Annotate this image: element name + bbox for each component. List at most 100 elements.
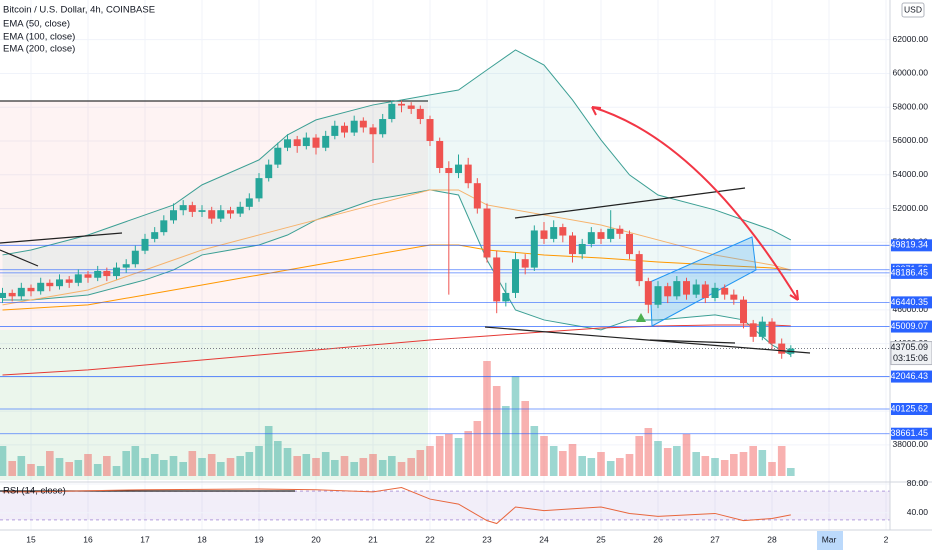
volume-bar bbox=[492, 386, 501, 476]
x-tick-label: 18 bbox=[197, 534, 207, 544]
candle-body bbox=[768, 321, 776, 344]
candle-body bbox=[302, 137, 310, 147]
arrow-head bbox=[591, 106, 799, 301]
volume-bar bbox=[407, 458, 415, 476]
candle-body bbox=[559, 227, 567, 236]
marker bbox=[636, 313, 646, 322]
price-label-box bbox=[891, 370, 932, 383]
x-tick-label: 21 bbox=[368, 534, 378, 544]
volume-bar bbox=[321, 452, 330, 476]
candle-body bbox=[284, 139, 292, 148]
volume-bar bbox=[739, 452, 748, 476]
candle-body bbox=[46, 282, 54, 287]
volume-bar bbox=[454, 438, 463, 476]
candle-body bbox=[616, 228, 624, 234]
volume-bar bbox=[378, 460, 387, 476]
y-tick-label: 60000.00 bbox=[893, 68, 929, 78]
candle-body bbox=[721, 287, 729, 295]
volume bbox=[0, 361, 795, 476]
axes: 38000.0040000.0042000.0044000.0046000.00… bbox=[26, 34, 932, 544]
candle-body bbox=[512, 259, 520, 293]
volume-bar bbox=[549, 446, 558, 476]
x-tick-label: Mar bbox=[822, 534, 837, 544]
volume-bar bbox=[625, 454, 634, 476]
volume-bar bbox=[435, 436, 444, 476]
candle-body bbox=[8, 292, 16, 297]
price-label: 49819.34 bbox=[890, 240, 928, 250]
rsi-tick-label: 80.00 bbox=[907, 478, 929, 488]
volume-bar bbox=[236, 456, 244, 476]
candle-body bbox=[587, 232, 595, 244]
candle-body bbox=[455, 164, 463, 174]
volume-bar bbox=[711, 458, 719, 476]
y-tick-label: 58000.00 bbox=[893, 101, 929, 111]
x-tick-label: 27 bbox=[710, 534, 720, 544]
candle-body bbox=[245, 198, 253, 207]
price-label-box bbox=[891, 427, 932, 440]
volume-bar bbox=[530, 426, 539, 476]
volume-bar bbox=[606, 461, 615, 476]
x-tick-label: 20 bbox=[311, 534, 321, 544]
volume-bar bbox=[65, 462, 73, 476]
candle-body bbox=[550, 227, 558, 239]
volume-bar bbox=[112, 466, 121, 476]
candle-body bbox=[626, 233, 634, 255]
candle-body bbox=[369, 127, 377, 135]
candle-body bbox=[236, 206, 244, 214]
legend-entry: EMA (100, close) bbox=[3, 32, 75, 43]
volume-bar bbox=[274, 441, 282, 476]
volume-bar bbox=[730, 454, 738, 476]
chart-title: Bitcoin / U.S. Dollar, 4h, COINBASE bbox=[3, 5, 155, 16]
volume-bar bbox=[331, 460, 339, 476]
candle-body bbox=[293, 139, 301, 147]
candle-body bbox=[407, 105, 415, 109]
volume-bar bbox=[122, 451, 130, 476]
volume-bar bbox=[644, 428, 653, 476]
candle-body bbox=[341, 125, 349, 133]
rsi-band bbox=[0, 491, 890, 520]
volume-bar bbox=[150, 454, 159, 476]
candle-body bbox=[122, 264, 130, 268]
y-tick-label: 56000.00 bbox=[893, 135, 929, 145]
volume-bar bbox=[388, 456, 396, 476]
volume-bar bbox=[521, 401, 529, 476]
y-tick-label: 46000.00 bbox=[893, 304, 929, 314]
candle-body bbox=[274, 147, 282, 165]
candle-body bbox=[65, 279, 73, 283]
bollinger bbox=[2, 49, 792, 356]
candle-body bbox=[265, 164, 273, 179]
volume-bar bbox=[340, 456, 349, 476]
rsi-label: RSI (14, close) bbox=[3, 486, 66, 497]
volume-bar bbox=[74, 460, 83, 476]
volume-bar bbox=[473, 421, 482, 476]
volume-bar bbox=[540, 436, 548, 476]
long-zone bbox=[0, 330, 428, 480]
trendline bbox=[649, 339, 736, 344]
x-tick-label: 26 bbox=[653, 534, 663, 544]
last-price-box bbox=[890, 341, 932, 366]
candle-body bbox=[103, 270, 111, 277]
candle-body bbox=[664, 286, 672, 297]
candle-body bbox=[673, 281, 681, 297]
volume-bar bbox=[131, 446, 140, 476]
band-fill bbox=[2, 49, 791, 355]
price-label-box bbox=[891, 402, 932, 415]
currency-badge[interactable] bbox=[901, 2, 925, 18]
volume-bar bbox=[369, 454, 377, 476]
x-tick-label: 15 bbox=[26, 534, 36, 544]
volume-bar bbox=[103, 456, 111, 476]
x-tick-label: 23 bbox=[482, 534, 492, 544]
price-label: 48186.45 bbox=[890, 267, 928, 277]
volume-bar bbox=[179, 462, 187, 476]
channel bbox=[649, 236, 757, 327]
volume-bar bbox=[160, 460, 168, 476]
volume-bar bbox=[198, 458, 206, 476]
candle-body bbox=[464, 164, 472, 184]
candle-body bbox=[37, 282, 45, 292]
candle-body bbox=[198, 210, 206, 212]
time-highlight bbox=[817, 531, 843, 550]
candle-body bbox=[141, 238, 149, 251]
rsi-pane bbox=[0, 483, 890, 525]
candle-body bbox=[160, 220, 168, 233]
